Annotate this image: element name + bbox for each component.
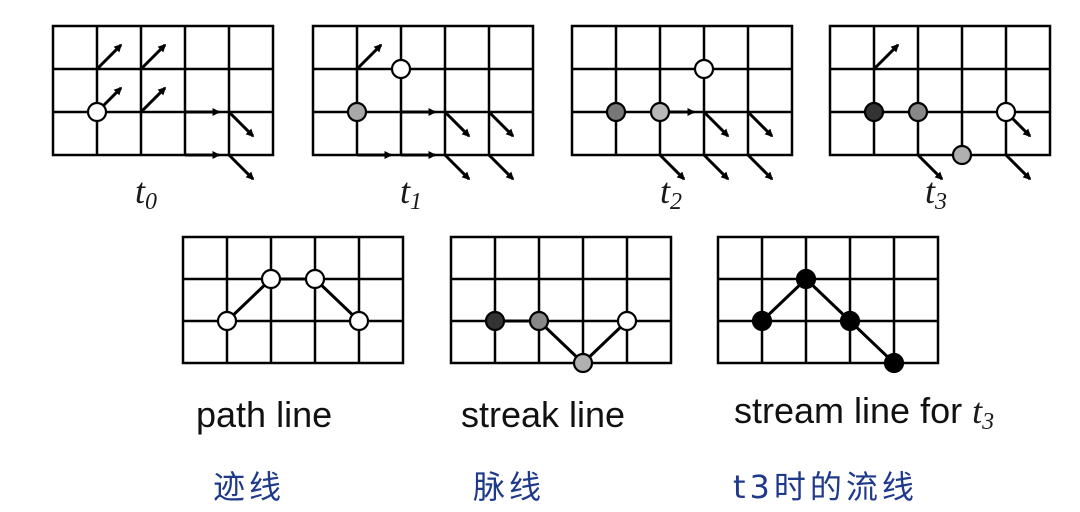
velocity-arrow (443, 110, 471, 138)
connecting-line (760, 276, 896, 365)
chinese-label-streamline: t3时的流线 (733, 468, 918, 506)
particle-dot (616, 310, 638, 332)
top-panel-t2 (570, 24, 794, 181)
particle-dot (751, 310, 773, 332)
top-panel-t1 (311, 24, 535, 181)
particle-dot (907, 101, 929, 123)
velocity-arrow (916, 153, 944, 181)
velocity-arrow (487, 153, 515, 181)
velocity-arrow (355, 43, 383, 71)
particle-dot (693, 58, 715, 80)
velocity-arrow (227, 110, 255, 138)
top-label-t1: t1 (400, 171, 423, 215)
grid-border (181, 235, 405, 365)
grid-border (828, 24, 1052, 157)
top-label-t2: t2 (660, 171, 683, 215)
particle-dot (86, 101, 108, 123)
particle-dot (346, 101, 368, 123)
connecting-line (495, 319, 629, 366)
top-panels (51, 24, 1052, 181)
particle-dot (795, 268, 817, 290)
particle-dot (304, 268, 326, 290)
velocity-arrow (746, 153, 774, 181)
particle-dot (605, 101, 627, 123)
chinese-label-pathline: 迹线 (213, 468, 286, 506)
particle-dot (995, 101, 1017, 123)
grid-border (570, 24, 794, 157)
particle-dot (572, 352, 594, 374)
velocity-arrow (139, 86, 167, 114)
top-panel-t0 (51, 24, 275, 181)
grid-border (449, 235, 673, 365)
particle-dot (839, 310, 861, 332)
velocity-arrow (702, 110, 730, 138)
velocity-arrow (702, 153, 730, 181)
velocity-arrow (443, 153, 471, 181)
particle-dot (649, 101, 671, 123)
bottom-panel-2 (716, 235, 940, 374)
velocity-arrow (658, 153, 686, 181)
bottom-panel-0 (181, 235, 405, 365)
grid-border (51, 24, 275, 157)
velocity-arrow (746, 110, 774, 138)
caption-path-line: path line (196, 394, 333, 435)
caption-streak-line: streak line (461, 394, 626, 435)
particle-dot (883, 352, 905, 374)
connecting-line (225, 277, 361, 323)
particle-dot (260, 268, 282, 290)
particle-dot (216, 310, 238, 332)
grid-border (716, 235, 940, 365)
top-label-t3: t3 (925, 171, 948, 215)
bottom-panels (181, 235, 940, 374)
particle-dot (863, 101, 885, 123)
top-panel-t3 (828, 24, 1052, 181)
velocity-arrow (872, 43, 900, 71)
velocity-arrow (139, 43, 167, 71)
grid-border (311, 24, 535, 157)
chinese-label-streakline: 脉线 (473, 468, 546, 506)
particle-dot (951, 144, 973, 166)
top-label-t0: t0 (135, 171, 158, 215)
particle-dot (390, 58, 412, 80)
particle-dot (484, 310, 506, 332)
velocity-arrow (1004, 153, 1032, 181)
particle-dot (348, 310, 370, 332)
particle-dot (528, 310, 550, 332)
velocity-arrow (95, 43, 123, 71)
caption-stream-line: stream line for t3 (734, 390, 995, 435)
velocity-arrow (227, 153, 255, 181)
bottom-panel-1 (449, 235, 673, 374)
velocity-arrow (487, 110, 515, 138)
